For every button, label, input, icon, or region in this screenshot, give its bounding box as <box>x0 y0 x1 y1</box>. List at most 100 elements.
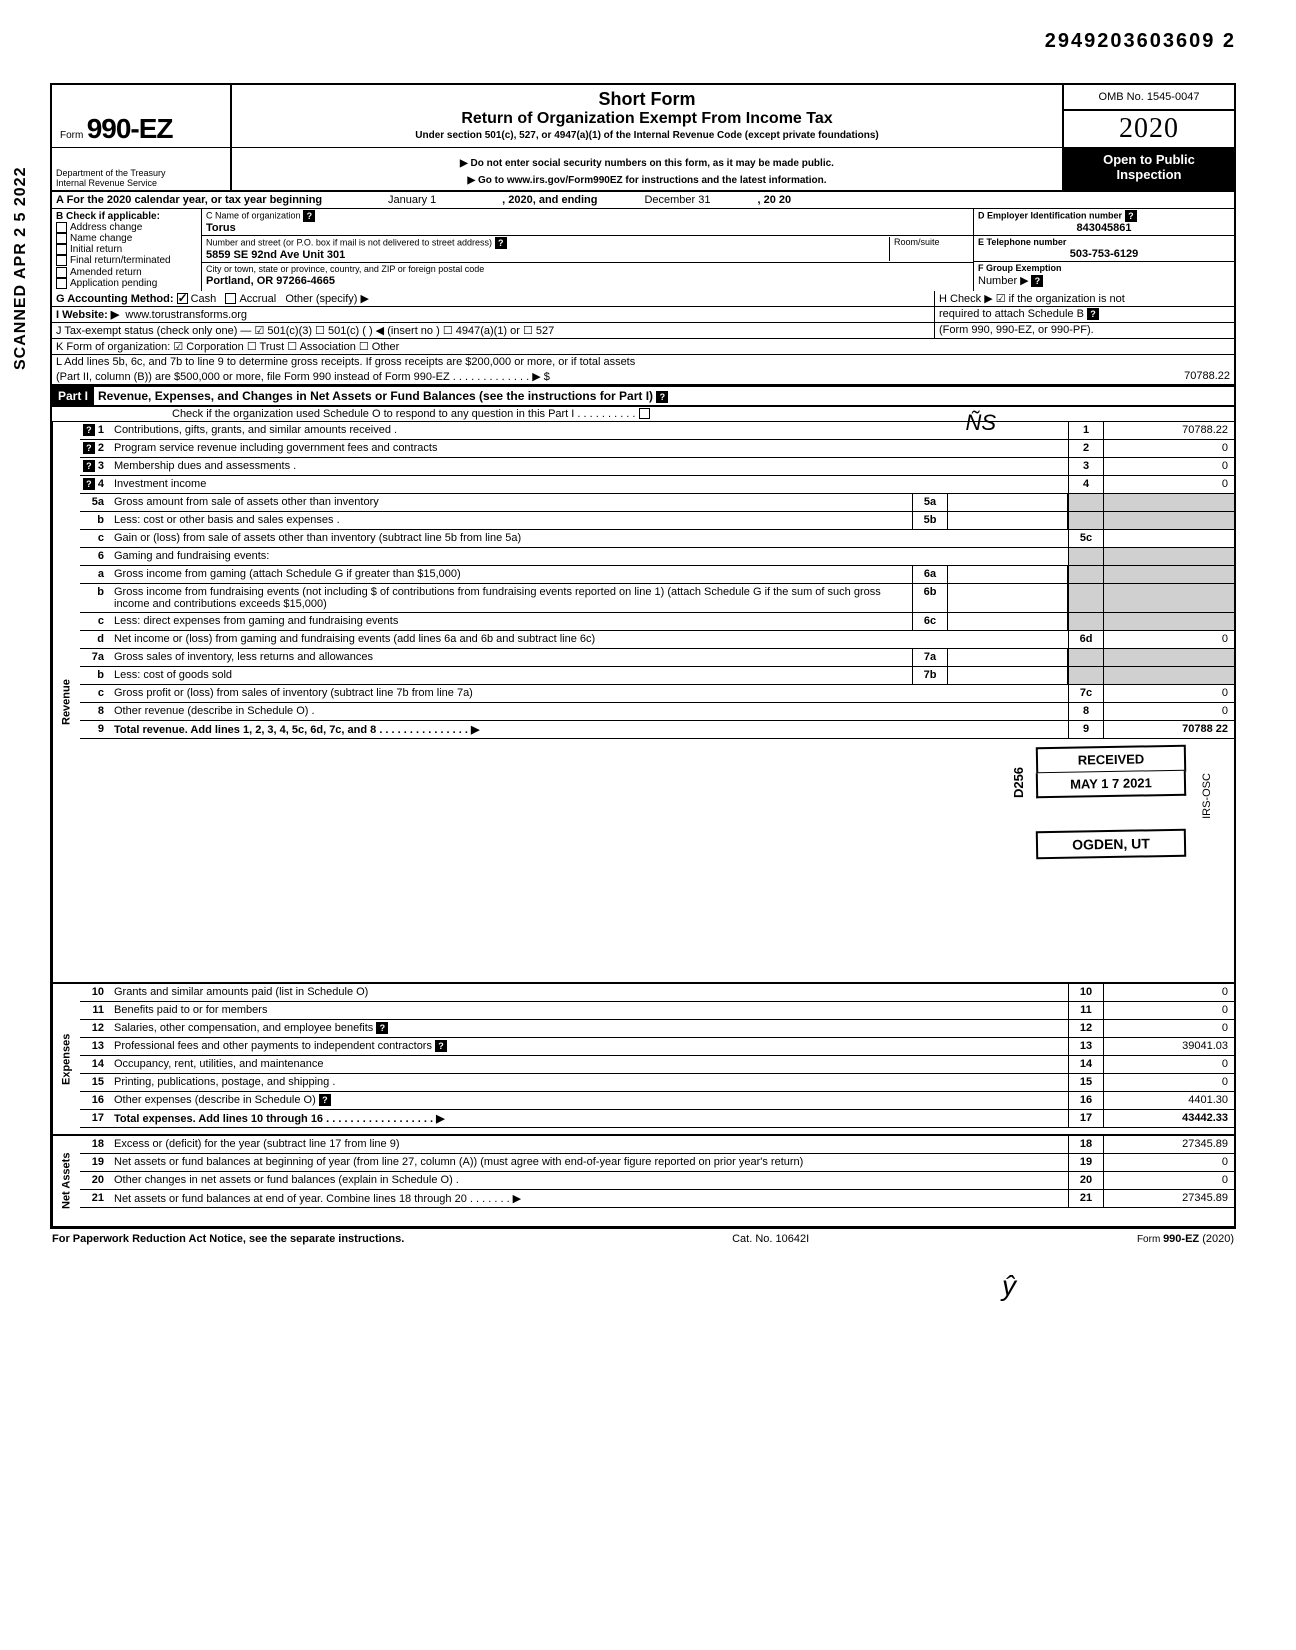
line-desc: Gaming and fundraising events: <box>110 548 1068 565</box>
chk-accrual[interactable] <box>225 293 236 304</box>
dept-irs: Internal Revenue Service <box>56 178 226 188</box>
line-num: c <box>80 530 110 547</box>
line-row: 20Other changes in net assets or fund ba… <box>80 1172 1234 1190</box>
line-desc: Gross sales of inventory, less returns a… <box>110 649 912 666</box>
chk-address[interactable] <box>56 222 67 233</box>
line-num: ? 1 <box>80 422 110 439</box>
line-num: 5a <box>80 494 110 511</box>
help-icon[interactable]: ? <box>303 210 315 222</box>
line-desc: Benefits paid to or for members <box>110 1002 1068 1019</box>
rt-val: 0 <box>1104 1172 1234 1189</box>
grp-label: F Group Exemption <box>978 263 1062 273</box>
line-num: 9 <box>80 721 110 738</box>
org-name-label: C Name of organization <box>206 211 301 221</box>
section-b-c-d: B Check if applicable: Address change Na… <box>50 209 1236 291</box>
line-row: ? 3Membership dues and assessments .30 <box>80 458 1234 476</box>
line-num: c <box>80 685 110 702</box>
rt-val: 70788.22 <box>1104 422 1234 439</box>
form-prefix: Form <box>60 130 83 141</box>
rt-num: 1 <box>1068 422 1104 439</box>
form-header: Form 990-EZ Short Form Return of Organiz… <box>50 83 1236 147</box>
city-value: Portland, OR 97266-4665 <box>206 275 335 287</box>
line-row: 6Gaming and fundraising events: <box>80 548 1234 566</box>
line-num: 14 <box>80 1056 110 1073</box>
rt-num: 17 <box>1068 1110 1104 1127</box>
open-public: Open to Public <box>1066 152 1232 167</box>
line-num: b <box>80 584 110 612</box>
line-row: bGross income from fundraising events (n… <box>80 584 1234 613</box>
rt-num: 13 <box>1068 1038 1104 1055</box>
chk-initial[interactable] <box>56 244 67 255</box>
rt-num: 9 <box>1068 721 1104 738</box>
line-num: 8 <box>80 703 110 720</box>
rt-num: 7c <box>1068 685 1104 702</box>
line-desc: Other changes in net assets or fund bala… <box>110 1172 1068 1189</box>
line-row: 7aGross sales of inventory, less returns… <box>80 649 1234 667</box>
line-row: cLess: direct expenses from gaming and f… <box>80 613 1234 631</box>
rt-num <box>1068 566 1104 583</box>
line-num: 6 <box>80 548 110 565</box>
line-num: b <box>80 667 110 684</box>
received-stamp: RECEIVED <box>1036 745 1186 775</box>
help-icon[interactable]: ? <box>495 237 507 249</box>
dept-treasury: Department of the Treasury <box>56 168 226 178</box>
rt-num: 18 <box>1068 1136 1104 1153</box>
addr-label: Number and street (or P.O. box if mail i… <box>206 238 492 248</box>
note-ssn: ▶ Do not enter social security numbers o… <box>240 158 1054 169</box>
rt-val <box>1104 512 1234 529</box>
mid-num: 6c <box>912 613 948 630</box>
line-desc: Total expenses. Add lines 10 through 16 … <box>110 1110 1068 1127</box>
rt-num <box>1068 494 1104 511</box>
line-row: 21Net assets or fund balances at end of … <box>80 1190 1234 1208</box>
line-desc: Excess or (deficit) for the year (subtra… <box>110 1136 1068 1153</box>
row-a-period: A For the 2020 calendar year, or tax yea… <box>50 190 1236 209</box>
rt-val: 27345.89 <box>1104 1190 1234 1207</box>
line-desc: Gross income from fundraising events (no… <box>110 584 912 612</box>
footer-left: For Paperwork Reduction Act Notice, see … <box>52 1233 404 1245</box>
netassets-label: Net Assets <box>52 1136 80 1226</box>
mid-num: 5a <box>912 494 948 511</box>
line-row: 11Benefits paid to or for members110 <box>80 1002 1234 1020</box>
rt-val: 0 <box>1104 685 1234 702</box>
chk-name[interactable] <box>56 233 67 244</box>
chk-schedule-o[interactable] <box>639 408 650 419</box>
title-return: Return of Organization Exempt From Incom… <box>240 110 1054 128</box>
line-row: 8Other revenue (describe in Schedule O) … <box>80 703 1234 721</box>
line-row: ? 4Investment income40 <box>80 476 1234 494</box>
chk-cash[interactable] <box>177 293 188 304</box>
line-row: ? 1Contributions, gifts, grants, and sim… <box>80 422 1234 440</box>
rt-val <box>1104 548 1234 565</box>
rt-num <box>1068 649 1104 666</box>
chk-final[interactable] <box>56 255 67 266</box>
line-row: cGross profit or (loss) from sales of in… <box>80 685 1234 703</box>
rt-val: 0 <box>1104 631 1234 648</box>
note-url: ▶ Go to www.irs.gov/Form990EZ for instru… <box>240 175 1054 186</box>
footer-right: Form Form 990-EZ (2020)990-EZ (2020) <box>1137 1233 1234 1245</box>
rt-num <box>1068 667 1104 684</box>
rt-val <box>1104 494 1234 511</box>
line-num: c <box>80 613 110 630</box>
line-desc: Other expenses (describe in Schedule O) … <box>110 1092 1068 1109</box>
line-row: 15Printing, publications, postage, and s… <box>80 1074 1234 1092</box>
help-icon[interactable]: ? <box>1125 210 1137 222</box>
line-row: aGross income from gaming (attach Schedu… <box>80 566 1234 584</box>
mid-val <box>948 512 1068 529</box>
line-desc: Printing, publications, postage, and shi… <box>110 1074 1068 1091</box>
line-num: 11 <box>80 1002 110 1019</box>
dln-code: 2949203603609 2 <box>50 30 1236 53</box>
addr-value: 5859 SE 92nd Ave Unit 301 <box>206 249 345 261</box>
line-num: 20 <box>80 1172 110 1189</box>
rt-val <box>1104 566 1234 583</box>
initials-1: ÑS <box>965 410 996 436</box>
row-i: I Website: ▶ www.torustransforms.org req… <box>50 307 1236 323</box>
chk-pending[interactable] <box>56 278 67 289</box>
line-row: bLess: cost of goods sold7b <box>80 667 1234 685</box>
help-icon[interactable]: ? <box>1031 275 1043 287</box>
line-row: cGain or (loss) from sale of assets othe… <box>80 530 1234 548</box>
rt-num: 19 <box>1068 1154 1104 1171</box>
chk-amended[interactable] <box>56 267 67 278</box>
line-num: 16 <box>80 1092 110 1109</box>
line-num: 21 <box>80 1190 110 1207</box>
line-num: 13 <box>80 1038 110 1055</box>
room-label: Room/suite <box>894 237 940 247</box>
